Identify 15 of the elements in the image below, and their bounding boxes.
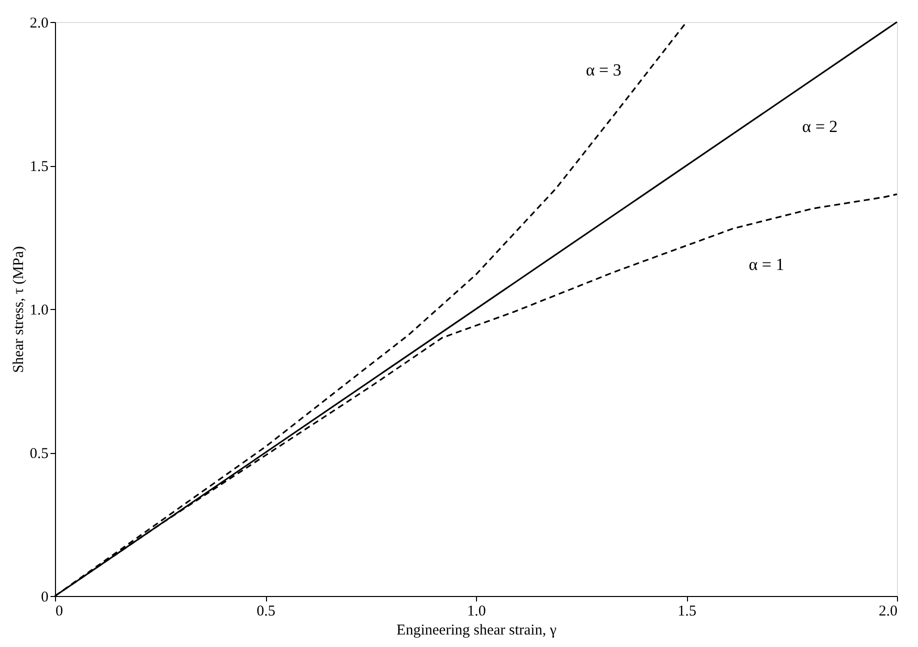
x-tick-label: 2.0 [878,604,898,620]
x-axis-title: Engineering shear strain, γ [396,622,557,638]
x-tick-label: 0.5 [256,604,276,620]
y-tick-label: 1.5 [30,159,48,175]
y-axis-title: Shear stress, τ (MPa) [10,246,27,373]
y-tick-label: 2.0 [30,16,48,32]
series-label: α = 3 [586,60,622,80]
y-tick-label: 0 [41,590,48,606]
y-tick-label: 0.5 [30,446,48,462]
x-tick-label: 1.5 [678,604,696,620]
series-label: α = 2 [802,117,838,136]
y-tick-label: 1.0 [30,302,48,318]
series-label: α = 1 [748,255,784,274]
x-tick-label: 1.0 [467,604,486,620]
x-tick-label: 0 [56,604,63,620]
